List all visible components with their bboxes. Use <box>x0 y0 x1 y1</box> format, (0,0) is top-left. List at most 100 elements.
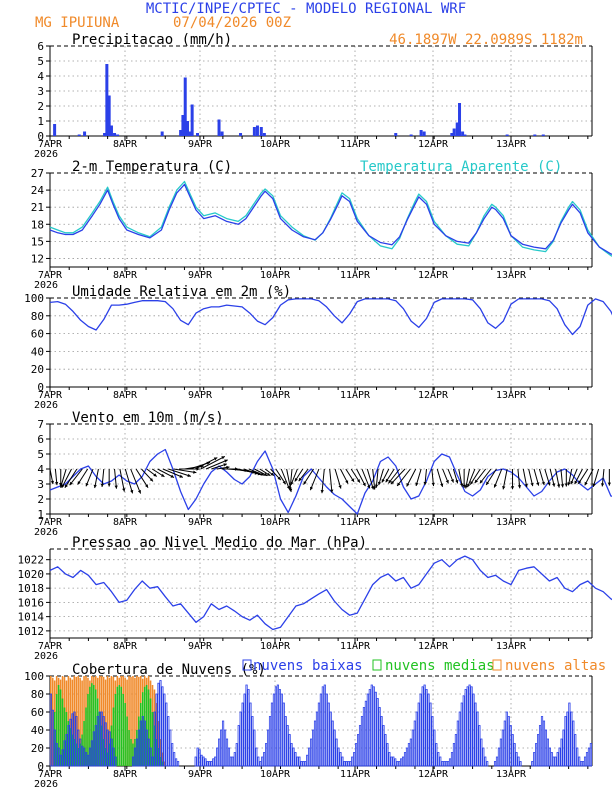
mid-cloud-bar <box>124 703 126 766</box>
y-tick-label: 1012 <box>18 625 45 638</box>
y-tick-label: 40 <box>31 724 44 737</box>
x-tick-label: 12APR <box>418 139 449 150</box>
precip-bar <box>453 129 456 137</box>
panel-title: Vento em 10m (m/s) <box>72 410 224 426</box>
y-tick-label: 80 <box>31 310 44 323</box>
precip-bar <box>83 132 86 137</box>
y-tick-label: 4 <box>37 70 44 83</box>
y-tick-label: 2 <box>37 100 44 113</box>
x-tick-label: 8APR <box>113 270 138 281</box>
y-tick-label: 7 <box>37 418 44 431</box>
x-tick-label: 8APR <box>113 390 138 401</box>
mid-cloud-bar <box>120 687 122 766</box>
x-tick-label: 8APR <box>113 641 138 652</box>
precip-bar <box>542 135 545 137</box>
x-tick-label: 11APR <box>340 390 371 401</box>
x-tick-label: 11APR <box>340 139 371 150</box>
precip-bar <box>506 135 509 137</box>
precip-bar <box>463 135 466 137</box>
y-tick-label: 60 <box>31 706 44 719</box>
x-tick-label: 12APR <box>418 270 449 281</box>
precip-bar <box>253 127 256 136</box>
precip-bar <box>110 126 113 137</box>
x-year-label: 2026 <box>34 527 58 538</box>
x-tick-label: 8APR <box>113 139 138 150</box>
x-tick-label: 9APR <box>188 390 213 401</box>
x-tick-label: 10APR <box>260 390 291 401</box>
precip-bar <box>410 135 413 137</box>
x-tick-label: 8APR <box>113 517 138 528</box>
y-tick-label: 40 <box>31 345 44 358</box>
x-tick-label: 10APR <box>260 270 291 281</box>
panel-title: Cobertura de Nuvens (%) <box>72 662 266 678</box>
precip-bar <box>394 133 397 136</box>
y-tick-label: 1018 <box>18 582 45 595</box>
mid-cloud-bar <box>130 739 132 766</box>
mid-cloud-bar <box>115 694 117 766</box>
precip-bar <box>53 124 56 136</box>
x-tick-label: 9APR <box>188 139 213 150</box>
precip-bar <box>239 133 242 136</box>
x-tick-label: 12APR <box>418 769 449 780</box>
x-tick-label: 8APR <box>113 769 138 780</box>
legend-low-clouds: nuvens baixas <box>253 658 363 674</box>
precip-bar <box>423 132 426 137</box>
mid-cloud-bar <box>128 730 130 766</box>
y-tick-label: 5 <box>37 448 44 461</box>
x-tick-label: 9APR <box>188 270 213 281</box>
y-tick-label: 12 <box>31 252 44 265</box>
precip-bar <box>533 135 536 137</box>
y-tick-label: 18 <box>31 218 44 231</box>
y-tick-label: 1022 <box>18 554 45 567</box>
y-tick-label: 20 <box>31 742 44 755</box>
x-tick-label: 11APR <box>340 641 371 652</box>
y-tick-label: 3 <box>37 85 44 98</box>
y-tick-label: 6 <box>37 433 44 446</box>
x-tick-label: 13APR <box>496 270 527 281</box>
y-tick-label: 100 <box>24 292 44 305</box>
x-year-label: 2026 <box>34 280 58 291</box>
mid-cloud-bar <box>118 685 120 766</box>
y-tick-label: 20 <box>31 363 44 376</box>
x-tick-label: 11APR <box>340 517 371 528</box>
y-tick-label: 1 <box>37 115 44 128</box>
legend-mid-clouds: nuvens medias <box>385 658 495 674</box>
mid-cloud-bar <box>122 694 124 766</box>
x-tick-label: 10APR <box>260 641 291 652</box>
y-tick-label: 21 <box>31 201 44 214</box>
apparent-temp-legend: Temperatura Aparente (C) <box>360 159 562 175</box>
panel-title: Pressao ao Nivel Medio do Mar (hPa) <box>72 535 367 551</box>
x-tick-label: 11APR <box>340 270 371 281</box>
x-tick-label: 13APR <box>496 517 527 528</box>
x-tick-label: 12APR <box>418 390 449 401</box>
precip-bar <box>113 133 116 136</box>
mid-cloud-bar <box>126 717 128 767</box>
y-tick-label: 1020 <box>18 568 45 581</box>
x-tick-label: 9APR <box>188 641 213 652</box>
mid-cloud-bar <box>117 687 119 766</box>
precip-bar <box>218 120 221 137</box>
precip-bar <box>458 103 461 136</box>
x-tick-label: 13APR <box>496 641 527 652</box>
x-tick-label: 10APR <box>260 769 291 780</box>
y-tick-label: 1014 <box>18 611 45 624</box>
y-tick-label: 60 <box>31 328 44 341</box>
x-tick-label: 9APR <box>188 517 213 528</box>
x-tick-label: 9APR <box>188 769 213 780</box>
panel-title: 2-m Temperatura (C) <box>72 159 232 175</box>
x-tick-label: 13APR <box>496 139 527 150</box>
x-tick-label: 13APR <box>496 390 527 401</box>
y-tick-label: 1016 <box>18 596 45 609</box>
y-tick-label: 5 <box>37 55 44 68</box>
y-tick-label: 2 <box>37 493 44 506</box>
y-tick-label: 3 <box>37 478 44 491</box>
panel-title: Precipitacao (mm/h) <box>72 32 232 48</box>
y-tick-label: 6 <box>37 40 44 53</box>
location-label: MG IPUIUNA <box>35 15 120 31</box>
precip-bar <box>196 133 199 136</box>
legend-high-clouds: nuvens altas <box>505 658 606 674</box>
x-tick-label: 13APR <box>496 769 527 780</box>
precip-bar <box>263 133 266 136</box>
precip-bar <box>191 105 194 137</box>
